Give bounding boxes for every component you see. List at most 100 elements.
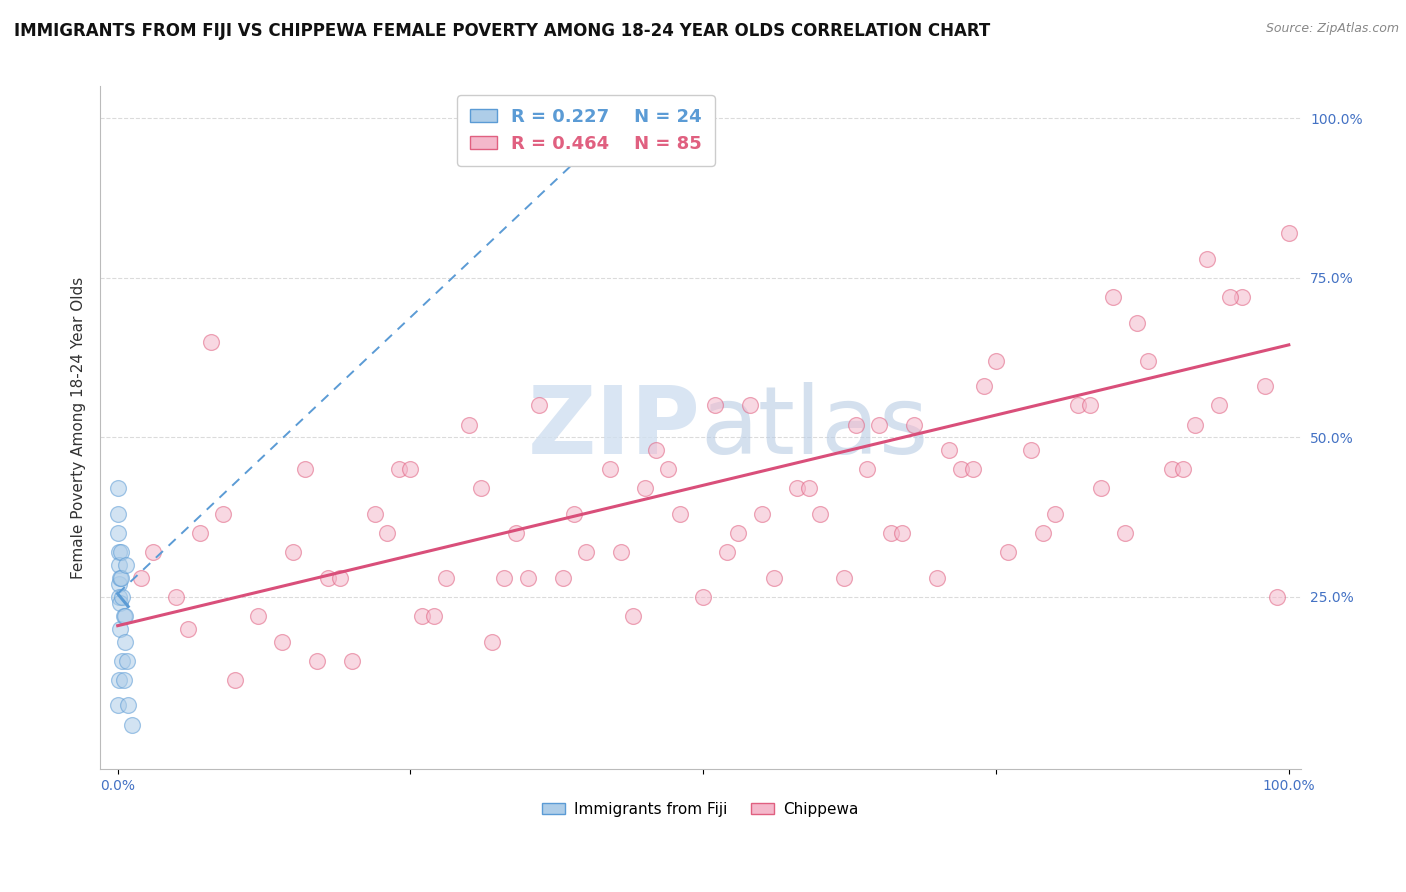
Point bbox=[516, 571, 538, 585]
Point bbox=[108, 577, 131, 591]
Point bbox=[494, 571, 516, 585]
Point bbox=[318, 571, 340, 585]
Point bbox=[1219, 290, 1241, 304]
Point bbox=[112, 609, 135, 624]
Point bbox=[115, 654, 138, 668]
Point bbox=[1230, 290, 1253, 304]
Point bbox=[270, 634, 292, 648]
Point bbox=[1067, 399, 1090, 413]
Point bbox=[1043, 507, 1066, 521]
Point bbox=[115, 558, 138, 572]
Text: atlas: atlas bbox=[700, 382, 928, 474]
Point bbox=[949, 462, 972, 476]
Point bbox=[108, 596, 131, 610]
Point bbox=[669, 507, 692, 521]
Point bbox=[112, 673, 135, 687]
Point bbox=[1254, 379, 1277, 393]
Point bbox=[411, 609, 433, 624]
Point bbox=[188, 526, 211, 541]
Point bbox=[797, 482, 820, 496]
Point bbox=[808, 507, 831, 521]
Point bbox=[621, 609, 644, 624]
Point bbox=[1278, 226, 1301, 240]
Point bbox=[423, 609, 446, 624]
Point bbox=[121, 717, 143, 731]
Point bbox=[340, 654, 363, 668]
Point bbox=[727, 526, 749, 541]
Point bbox=[551, 571, 574, 585]
Point bbox=[505, 526, 527, 541]
Point bbox=[434, 571, 457, 585]
Point bbox=[388, 462, 411, 476]
Point bbox=[1102, 290, 1125, 304]
Point bbox=[108, 622, 131, 636]
Point bbox=[856, 462, 879, 476]
Point bbox=[891, 526, 914, 541]
Point bbox=[1032, 526, 1054, 541]
Point bbox=[117, 698, 139, 713]
Point bbox=[762, 571, 785, 585]
Point bbox=[973, 379, 995, 393]
Point bbox=[108, 545, 131, 559]
Point bbox=[751, 507, 773, 521]
Point bbox=[1078, 399, 1101, 413]
Point bbox=[1019, 443, 1042, 458]
Text: Source: ZipAtlas.com: Source: ZipAtlas.com bbox=[1265, 22, 1399, 36]
Point bbox=[1125, 316, 1147, 330]
Point bbox=[962, 462, 984, 476]
Point bbox=[1184, 417, 1206, 432]
Point bbox=[470, 482, 492, 496]
Point bbox=[645, 443, 668, 458]
Point bbox=[879, 526, 901, 541]
Point bbox=[129, 571, 152, 585]
Point bbox=[1090, 482, 1112, 496]
Point bbox=[1195, 252, 1218, 266]
Point bbox=[305, 654, 328, 668]
Point bbox=[868, 417, 890, 432]
Legend: Immigrants from Fiji, Chippewa: Immigrants from Fiji, Chippewa bbox=[536, 796, 865, 823]
Point bbox=[110, 571, 132, 585]
Point bbox=[200, 334, 222, 349]
Point bbox=[107, 507, 129, 521]
Point bbox=[832, 571, 855, 585]
Point bbox=[107, 526, 129, 541]
Point bbox=[108, 558, 131, 572]
Point bbox=[399, 462, 422, 476]
Point bbox=[704, 399, 727, 413]
Point bbox=[740, 399, 762, 413]
Point bbox=[1137, 353, 1160, 368]
Point bbox=[1114, 526, 1136, 541]
Point bbox=[529, 399, 551, 413]
Point bbox=[984, 353, 1007, 368]
Point bbox=[110, 545, 132, 559]
Point bbox=[114, 609, 136, 624]
Point bbox=[610, 545, 633, 559]
Point bbox=[142, 545, 165, 559]
Point bbox=[903, 417, 925, 432]
Point bbox=[786, 482, 808, 496]
Point bbox=[716, 545, 738, 559]
Point bbox=[283, 545, 305, 559]
Point bbox=[165, 590, 187, 604]
Point bbox=[657, 462, 679, 476]
Point bbox=[599, 462, 621, 476]
Point bbox=[481, 634, 503, 648]
Point bbox=[114, 634, 136, 648]
Point bbox=[107, 482, 129, 496]
Point bbox=[938, 443, 960, 458]
Y-axis label: Female Poverty Among 18-24 Year Olds: Female Poverty Among 18-24 Year Olds bbox=[72, 277, 86, 579]
Point bbox=[1265, 590, 1288, 604]
Point bbox=[107, 698, 129, 713]
Point bbox=[108, 590, 131, 604]
Point bbox=[329, 571, 352, 585]
Point bbox=[111, 654, 134, 668]
Point bbox=[1160, 462, 1182, 476]
Point bbox=[212, 507, 235, 521]
Point bbox=[247, 609, 270, 624]
Text: IMMIGRANTS FROM FIJI VS CHIPPEWA FEMALE POVERTY AMONG 18-24 YEAR OLDS CORRELATIO: IMMIGRANTS FROM FIJI VS CHIPPEWA FEMALE … bbox=[14, 22, 990, 40]
Point bbox=[692, 590, 714, 604]
Point bbox=[997, 545, 1019, 559]
Point bbox=[177, 622, 200, 636]
Point bbox=[1173, 462, 1195, 476]
Point bbox=[844, 417, 866, 432]
